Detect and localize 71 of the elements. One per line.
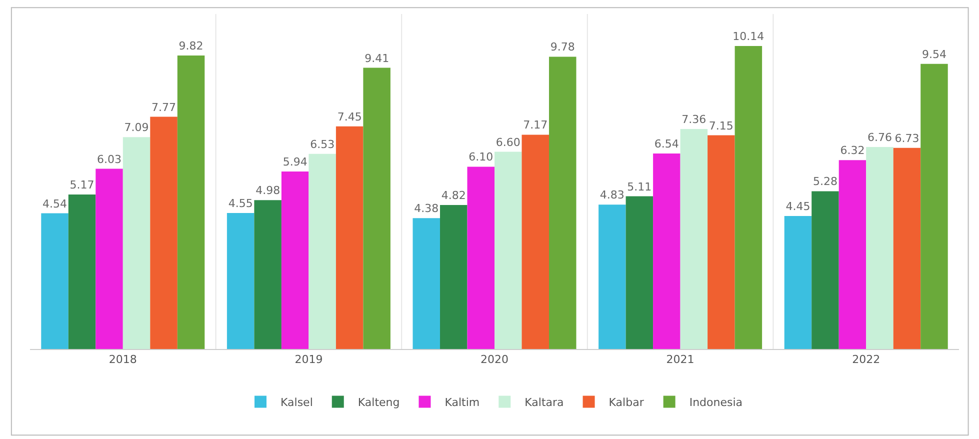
data-label: 6.32 bbox=[840, 144, 865, 158]
data-label: 4.98 bbox=[256, 184, 280, 198]
data-label: 9.82 bbox=[178, 40, 204, 53]
x-tick-label: 2021 bbox=[666, 353, 694, 366]
bar bbox=[308, 154, 336, 349]
bar bbox=[812, 191, 839, 349]
data-label: 7.36 bbox=[682, 113, 706, 126]
bar bbox=[254, 200, 282, 349]
data-label: 7.17 bbox=[523, 118, 548, 132]
bar bbox=[522, 134, 549, 349]
bar bbox=[122, 137, 150, 349]
legend-label: Kalteng bbox=[358, 396, 400, 410]
data-label: 9.54 bbox=[922, 48, 946, 61]
data-label: 7.45 bbox=[337, 110, 362, 124]
x-tick-label: 2019 bbox=[294, 353, 323, 366]
bar bbox=[412, 218, 440, 349]
data-label: 6.60 bbox=[496, 136, 520, 149]
bar bbox=[336, 126, 364, 349]
bar bbox=[363, 68, 390, 349]
legend-label: Kaltara bbox=[524, 396, 564, 410]
bar bbox=[226, 213, 254, 349]
bar bbox=[96, 168, 123, 349]
bar bbox=[281, 171, 309, 349]
data-label: 5.28 bbox=[812, 175, 838, 188]
bar bbox=[653, 154, 680, 349]
bar bbox=[838, 160, 866, 349]
data-label: 9.41 bbox=[364, 52, 390, 65]
x-tick-label: 2022 bbox=[852, 353, 880, 366]
data-label: 6.76 bbox=[867, 130, 892, 144]
data-label: 7.77 bbox=[152, 100, 176, 114]
bar bbox=[68, 194, 96, 349]
bar bbox=[893, 148, 921, 349]
data-label: 6.03 bbox=[97, 152, 122, 166]
legend-label: Kaltim bbox=[444, 396, 480, 410]
bar bbox=[440, 204, 468, 349]
bar bbox=[784, 216, 812, 349]
bar bbox=[866, 146, 894, 349]
data-label: 9.78 bbox=[550, 40, 575, 54]
bar bbox=[734, 46, 762, 349]
legend-label: Indonesia bbox=[689, 396, 743, 410]
x-tick-label: 2020 bbox=[480, 353, 508, 366]
data-label: 5.17 bbox=[70, 178, 94, 192]
data-label: 4.45 bbox=[786, 200, 810, 213]
bar bbox=[549, 56, 576, 349]
bar bbox=[177, 56, 205, 349]
bar bbox=[494, 152, 522, 349]
bar bbox=[41, 213, 68, 349]
legend-label: Kalbar bbox=[608, 396, 644, 410]
x-tick-label: 2018 bbox=[108, 353, 137, 366]
bar bbox=[598, 204, 626, 349]
data-label: 7.09 bbox=[124, 121, 149, 134]
bar bbox=[626, 196, 654, 349]
data-label: 6.73 bbox=[894, 132, 920, 145]
data-label: 10.14 bbox=[732, 30, 764, 43]
bar bbox=[708, 135, 735, 349]
data-label: 4.55 bbox=[228, 197, 253, 210]
data-label: 4.82 bbox=[441, 188, 466, 202]
data-label: 5.11 bbox=[627, 180, 652, 194]
legend-label: Kalsel bbox=[280, 396, 313, 410]
data-label: 4.83 bbox=[600, 188, 624, 202]
bar bbox=[150, 116, 178, 349]
bar bbox=[680, 129, 708, 349]
bar bbox=[920, 64, 948, 349]
data-label: 6.53 bbox=[310, 138, 335, 151]
data-label: 5.94 bbox=[282, 155, 308, 168]
data-label: 6.54 bbox=[654, 138, 679, 151]
bar bbox=[467, 166, 494, 349]
data-label: 6.10 bbox=[468, 150, 494, 164]
data-label: 4.54 bbox=[42, 197, 68, 210]
data-label: 4.38 bbox=[414, 202, 439, 216]
data-label: 7.15 bbox=[708, 119, 734, 132]
